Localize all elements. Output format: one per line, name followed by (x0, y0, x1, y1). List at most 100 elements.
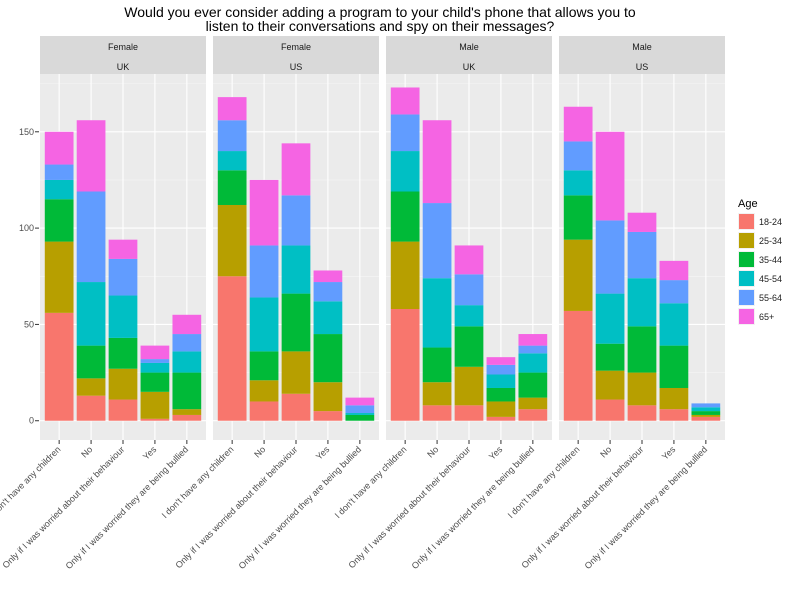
bar-segment-65+ (76, 120, 106, 192)
bar-segment-55-64 (281, 195, 311, 246)
bar-segment-45-54 (659, 303, 689, 346)
legend-label-45-54: 45-54 (759, 274, 782, 284)
bar-segment-25-34 (627, 372, 657, 406)
bar-segment-55-64 (563, 141, 593, 171)
bar-segment-35-44 (454, 326, 484, 367)
legend-swatch-18-24 (739, 214, 754, 229)
strip-label-gender: Male (459, 42, 479, 52)
bar-segment-25-34 (595, 370, 625, 400)
bar-segment-65+ (108, 239, 138, 259)
bar-segment-18-24 (44, 312, 74, 421)
legend-swatch-35-44 (739, 252, 754, 267)
legend-label-55-64: 55-64 (759, 293, 782, 303)
bar-segment-65+ (313, 270, 343, 283)
bar-segment-45-54 (390, 151, 420, 192)
bar-segment-18-24 (217, 276, 247, 421)
bar-segment-45-54 (422, 278, 452, 348)
bar-segment-18-24 (313, 411, 343, 421)
bar-segment-45-54 (345, 413, 375, 415)
bar-segment-35-44 (140, 372, 170, 392)
bar-segment-25-34 (691, 414, 721, 417)
bar-segment-18-24 (486, 416, 516, 421)
bar-segment-25-34 (44, 241, 74, 313)
bar-segment-55-64 (486, 364, 516, 375)
legend-label-25-34: 25-34 (759, 236, 782, 246)
bar-segment-18-24 (691, 416, 721, 421)
bar-segment-55-64 (659, 280, 689, 304)
bar-segment-25-34 (249, 380, 279, 402)
bar-segment-45-54 (313, 301, 343, 335)
bar-segment-55-64 (454, 274, 484, 306)
bar-segment-18-24 (454, 405, 484, 421)
bar-segment-35-44 (172, 372, 202, 410)
bar-segment-65+ (390, 87, 420, 115)
bar-segment-65+ (422, 120, 452, 204)
bar-segment-35-44 (217, 170, 247, 205)
bar-segment-65+ (44, 131, 74, 165)
bar-segment-18-24 (108, 399, 138, 421)
bar-segment-18-24 (518, 409, 548, 421)
y-tick-label: 50 (24, 319, 34, 329)
bar-segment-18-24 (249, 401, 279, 421)
bar-segment-65+ (627, 212, 657, 232)
bar-segment-45-54 (44, 179, 74, 200)
bar-segment-25-34 (518, 397, 548, 410)
legend-swatch-65+ (739, 309, 754, 324)
bar-segment-25-34 (659, 387, 689, 410)
bar-segment-55-64 (627, 231, 657, 279)
bar-segment-18-24 (627, 405, 657, 421)
bar-segment-65+ (345, 397, 375, 406)
bar-segment-35-44 (390, 191, 420, 242)
bar-segment-25-34 (486, 401, 516, 417)
bar-segment-45-54 (108, 295, 138, 338)
chart-title: Would you ever consider adding a program… (0, 5, 760, 33)
bar-segment-65+ (281, 143, 311, 196)
bar-segment-35-44 (627, 326, 657, 373)
bar-segment-35-44 (345, 414, 375, 421)
bar-segment-35-44 (486, 387, 516, 402)
bar-segment-25-34 (76, 378, 106, 396)
bar-segment-45-54 (76, 282, 106, 346)
y-tick-label: 150 (19, 127, 34, 137)
bar-segment-35-44 (249, 351, 279, 381)
bar-segment-55-64 (313, 282, 343, 302)
bar-segment-25-34 (281, 351, 311, 394)
bar-segment-55-64 (422, 203, 452, 279)
bar-segment-25-34 (108, 368, 138, 400)
bar-segment-45-54 (217, 151, 247, 171)
bar-segment-18-24 (422, 405, 452, 421)
bar-segment-65+ (454, 245, 484, 275)
legend-swatch-45-54 (739, 271, 754, 286)
bar-segment-35-44 (313, 334, 343, 383)
bar-segment-45-54 (454, 305, 484, 327)
panel-female-uk: Female UK I don't have any children NoOnly … (0, 36, 206, 571)
bar-segment-45-54 (281, 245, 311, 294)
x-tick-label: Only if I was worried about their behavi… (346, 444, 472, 570)
strip-label-country: US (636, 62, 649, 72)
bar-segment-45-54 (486, 374, 516, 388)
bar-segment-18-24 (76, 395, 106, 421)
x-tick-label: Yes (487, 444, 505, 462)
bar-segment-55-64 (249, 245, 279, 298)
x-tick-label: Only if I was worried about their behavi… (519, 444, 645, 570)
x-tick-label: No (598, 444, 613, 459)
bar-segment-45-54 (563, 170, 593, 196)
bar-segment-55-64 (217, 120, 247, 152)
bar-segment-55-64 (691, 403, 721, 408)
bar-segment-65+ (172, 314, 202, 335)
strip-label-gender: Male (632, 42, 652, 52)
bar-segment-25-34 (217, 204, 247, 277)
bar-segment-55-64 (518, 345, 548, 354)
legend-title: Age (738, 198, 758, 210)
panel-strip (213, 36, 379, 74)
bar-segment-25-34 (454, 366, 484, 406)
legend-label-65+: 65+ (759, 312, 774, 322)
strip-label-country: UK (117, 62, 130, 72)
bar-segment-55-64 (76, 191, 106, 283)
x-tick-label: Only if I was worried about their behavi… (0, 444, 126, 570)
bar-segment-45-54 (691, 407, 721, 412)
bar-segment-35-44 (595, 343, 625, 371)
